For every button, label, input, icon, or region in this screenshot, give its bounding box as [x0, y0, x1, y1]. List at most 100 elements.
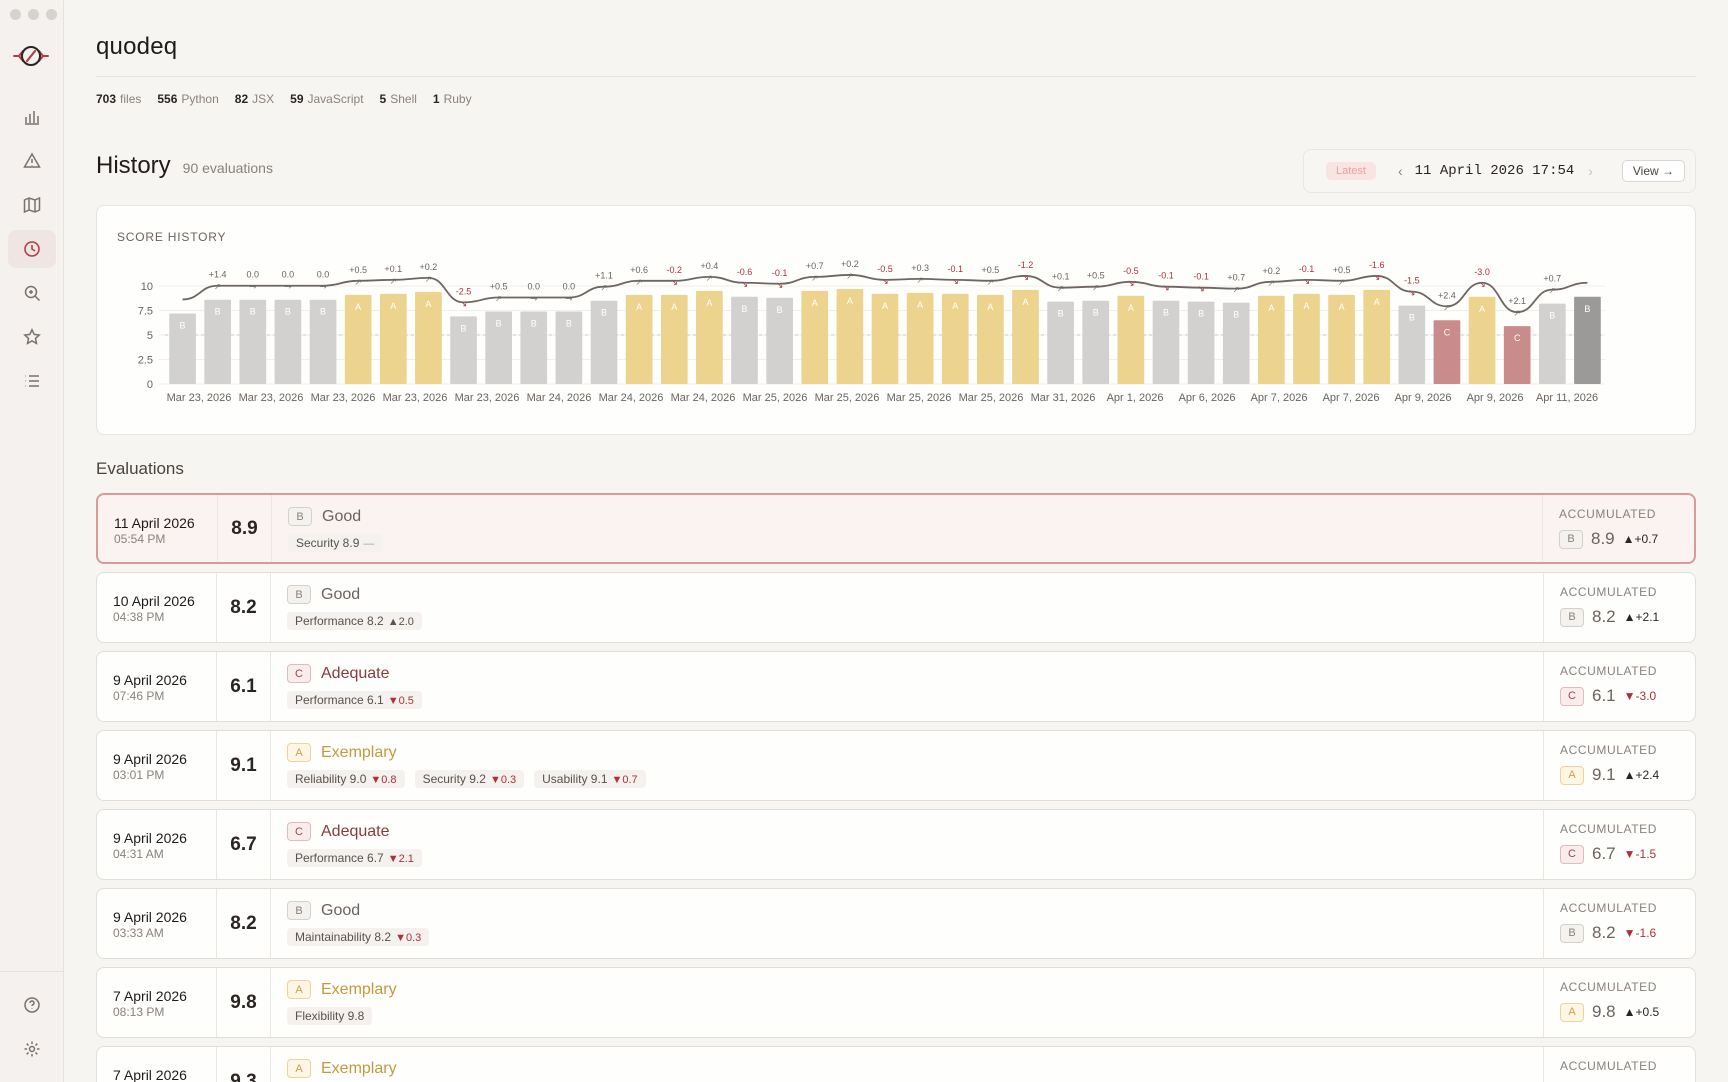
- trend-arrow-icon: ↘: [1303, 277, 1311, 287]
- evaluation-row[interactable]: 9 April 2026 07:46 PM 6.1 C Adequate Performa…: [96, 651, 1696, 722]
- accumulated-cell: ACCUMULATED B 8.2 ▲+2.1: [1543, 573, 1695, 642]
- bar-grade-label: A: [1339, 302, 1345, 312]
- evaluation-row[interactable]: 10 April 2026 04:38 PM 8.2 B Good Performance…: [96, 572, 1696, 643]
- bar-grade-label: B: [250, 307, 256, 317]
- score-bar: [1187, 301, 1215, 384]
- help-icon: [24, 997, 40, 1013]
- maximize-window-button[interactable]: [46, 9, 57, 20]
- accumulated-score: 8.2: [1592, 923, 1616, 942]
- trend-arrow-icon: ↗: [1513, 309, 1521, 319]
- sidebar: [0, 0, 64, 1082]
- trend-arrow-icon: →: [319, 283, 327, 293]
- grade-line: A Exemplary: [287, 980, 1543, 999]
- accumulated-cell: ACCUMULATED A 9.1 ▲+2.4: [1543, 731, 1695, 800]
- accumulated-label: ACCUMULATED: [1560, 1059, 1658, 1073]
- evaluation-row[interactable]: 9 April 2026 03:01 PM 9.1 A Exemplary Reliabi…: [96, 730, 1696, 801]
- evaluation-row[interactable]: 9 April 2026 04:31 AM 6.7 C Adequate Performa…: [96, 809, 1696, 880]
- score-bar: [1468, 296, 1496, 384]
- accumulated-score: 8.9: [1591, 529, 1615, 548]
- evaluation-row[interactable]: 7 April 2026 08:13 PM 9.8 A Exemplary Flexibi…: [96, 967, 1696, 1038]
- nav-list[interactable]: [8, 362, 56, 400]
- x-tick-label: Apr 9, 2026: [1395, 392, 1452, 404]
- chip-label: Performance 8.2: [295, 614, 384, 628]
- trend-arrow-icon: ↗: [1057, 285, 1065, 295]
- delta-label: -0.2: [667, 265, 683, 275]
- view-button[interactable]: View →: [1621, 160, 1685, 182]
- chip-label: Reliability 9.0: [295, 772, 367, 786]
- characteristic-chips: Flexibility 9.8: [287, 1007, 1543, 1025]
- grade-badge: C: [287, 822, 311, 841]
- delta-label: -0.6: [737, 267, 753, 277]
- clock-icon: [24, 241, 40, 257]
- delta-label: -3.0: [1474, 267, 1490, 277]
- x-tick-label: Mar 23, 2026: [311, 392, 376, 404]
- characteristic-chip: Performance 6.1 ▼0.5: [287, 691, 422, 709]
- minimize-window-button[interactable]: [28, 9, 39, 20]
- star-icon: [23, 328, 41, 345]
- next-chevron-icon[interactable]: ›: [1588, 163, 1593, 179]
- x-tick-label: Apr 7, 2026: [1251, 392, 1308, 404]
- bar-grade-label: A: [882, 301, 888, 311]
- bar-grade-label: A: [1479, 304, 1485, 314]
- bar-grade-label: A: [917, 300, 923, 310]
- sidebar-footer: [0, 971, 64, 1074]
- accumulated-label: ACCUMULATED: [1560, 980, 1658, 994]
- x-tick-label: Mar 25, 2026: [959, 392, 1024, 404]
- nav-inspect[interactable]: [8, 274, 56, 312]
- accumulated-grade-badge: B: [1559, 529, 1583, 549]
- y-tick-label: 0: [147, 379, 153, 391]
- nav-history[interactable]: [8, 230, 56, 268]
- accumulated-line: B 8.9 ▲+0.7: [1559, 529, 1694, 549]
- x-tick-label: Mar 24, 2026: [527, 392, 592, 404]
- help-button[interactable]: [8, 986, 56, 1024]
- bar-grade-label: B: [496, 318, 502, 328]
- settings-button[interactable]: [8, 1030, 56, 1068]
- evaluation-score: 6.1: [217, 652, 271, 721]
- grade-label: Adequate: [321, 664, 390, 682]
- evaluation-row[interactable]: 7 April 2026 9.3 A Exemplary ACCUMULATED: [96, 1046, 1696, 1082]
- latest-button[interactable]: Latest: [1326, 162, 1376, 180]
- sidebar-nav: [0, 98, 64, 406]
- delta-label: +0.7: [1227, 273, 1245, 283]
- nav-map[interactable]: [8, 186, 56, 224]
- delta-label: 0.0: [528, 281, 541, 291]
- close-window-button[interactable]: [10, 9, 21, 20]
- app-logo-icon[interactable]: [12, 40, 50, 72]
- trend-arrow-icon: ↘: [1162, 284, 1170, 294]
- nav-overview[interactable]: [8, 98, 56, 136]
- chip-delta: ▼0.5: [387, 695, 414, 707]
- evaluation-time: 05:54 PM: [114, 532, 166, 546]
- y-tick-label: 5: [147, 330, 153, 342]
- bar-grade-label: A: [425, 299, 431, 309]
- bar-grade-label: B: [1093, 308, 1099, 318]
- evaluation-score: 9.8: [217, 968, 271, 1037]
- x-tick-label: Mar 25, 2026: [743, 392, 808, 404]
- grade-line: C Adequate: [287, 822, 1543, 841]
- nav-favorites[interactable]: [8, 318, 56, 356]
- trend-arrow-icon: ↘: [460, 299, 468, 309]
- score-bar: [731, 296, 758, 384]
- characteristic-chips: Performance 6.7 ▼2.1: [287, 849, 1543, 867]
- stat-count: 59: [290, 92, 304, 106]
- previous-chevron-icon[interactable]: ‹: [1397, 163, 1403, 179]
- evaluation-summary: B Good Maintainability 8.2 ▼0.3: [271, 889, 1543, 958]
- accumulated-cell: ACCUMULATED B 8.9 ▲+0.7: [1542, 495, 1694, 562]
- evaluation-row[interactable]: 11 April 2026 05:54 PM 8.9 B Good Security 8.…: [96, 493, 1696, 564]
- trend-arrow-icon: ↘: [881, 277, 889, 287]
- chip-label: Security 8.9: [296, 536, 360, 550]
- accumulated-grade-badge: B: [1560, 607, 1584, 627]
- trend-arrow-icon: →: [249, 283, 257, 293]
- bar-grade-label: B: [1409, 313, 1415, 323]
- history-header: History 90 evaluations: [96, 152, 273, 180]
- bar-grade-label: B: [180, 320, 186, 330]
- y-tick-label: 2.5: [138, 355, 153, 367]
- evaluation-score: 8.2: [217, 573, 271, 642]
- chip-label: Flexibility 9.8: [295, 1009, 365, 1023]
- evaluation-row[interactable]: 9 April 2026 03:33 AM 8.2 B Good Maintainabil…: [96, 888, 1696, 959]
- evaluation-summary: C Adequate Performance 6.1 ▼0.5: [271, 652, 1543, 721]
- bar-grade-label: B: [601, 308, 607, 318]
- evaluation-date-cell: 9 April 2026 07:46 PM: [97, 652, 217, 721]
- evaluation-date: 9 April 2026: [113, 830, 187, 846]
- x-tick-label: Mar 31, 2026: [1031, 392, 1096, 404]
- nav-issues[interactable]: [8, 142, 56, 180]
